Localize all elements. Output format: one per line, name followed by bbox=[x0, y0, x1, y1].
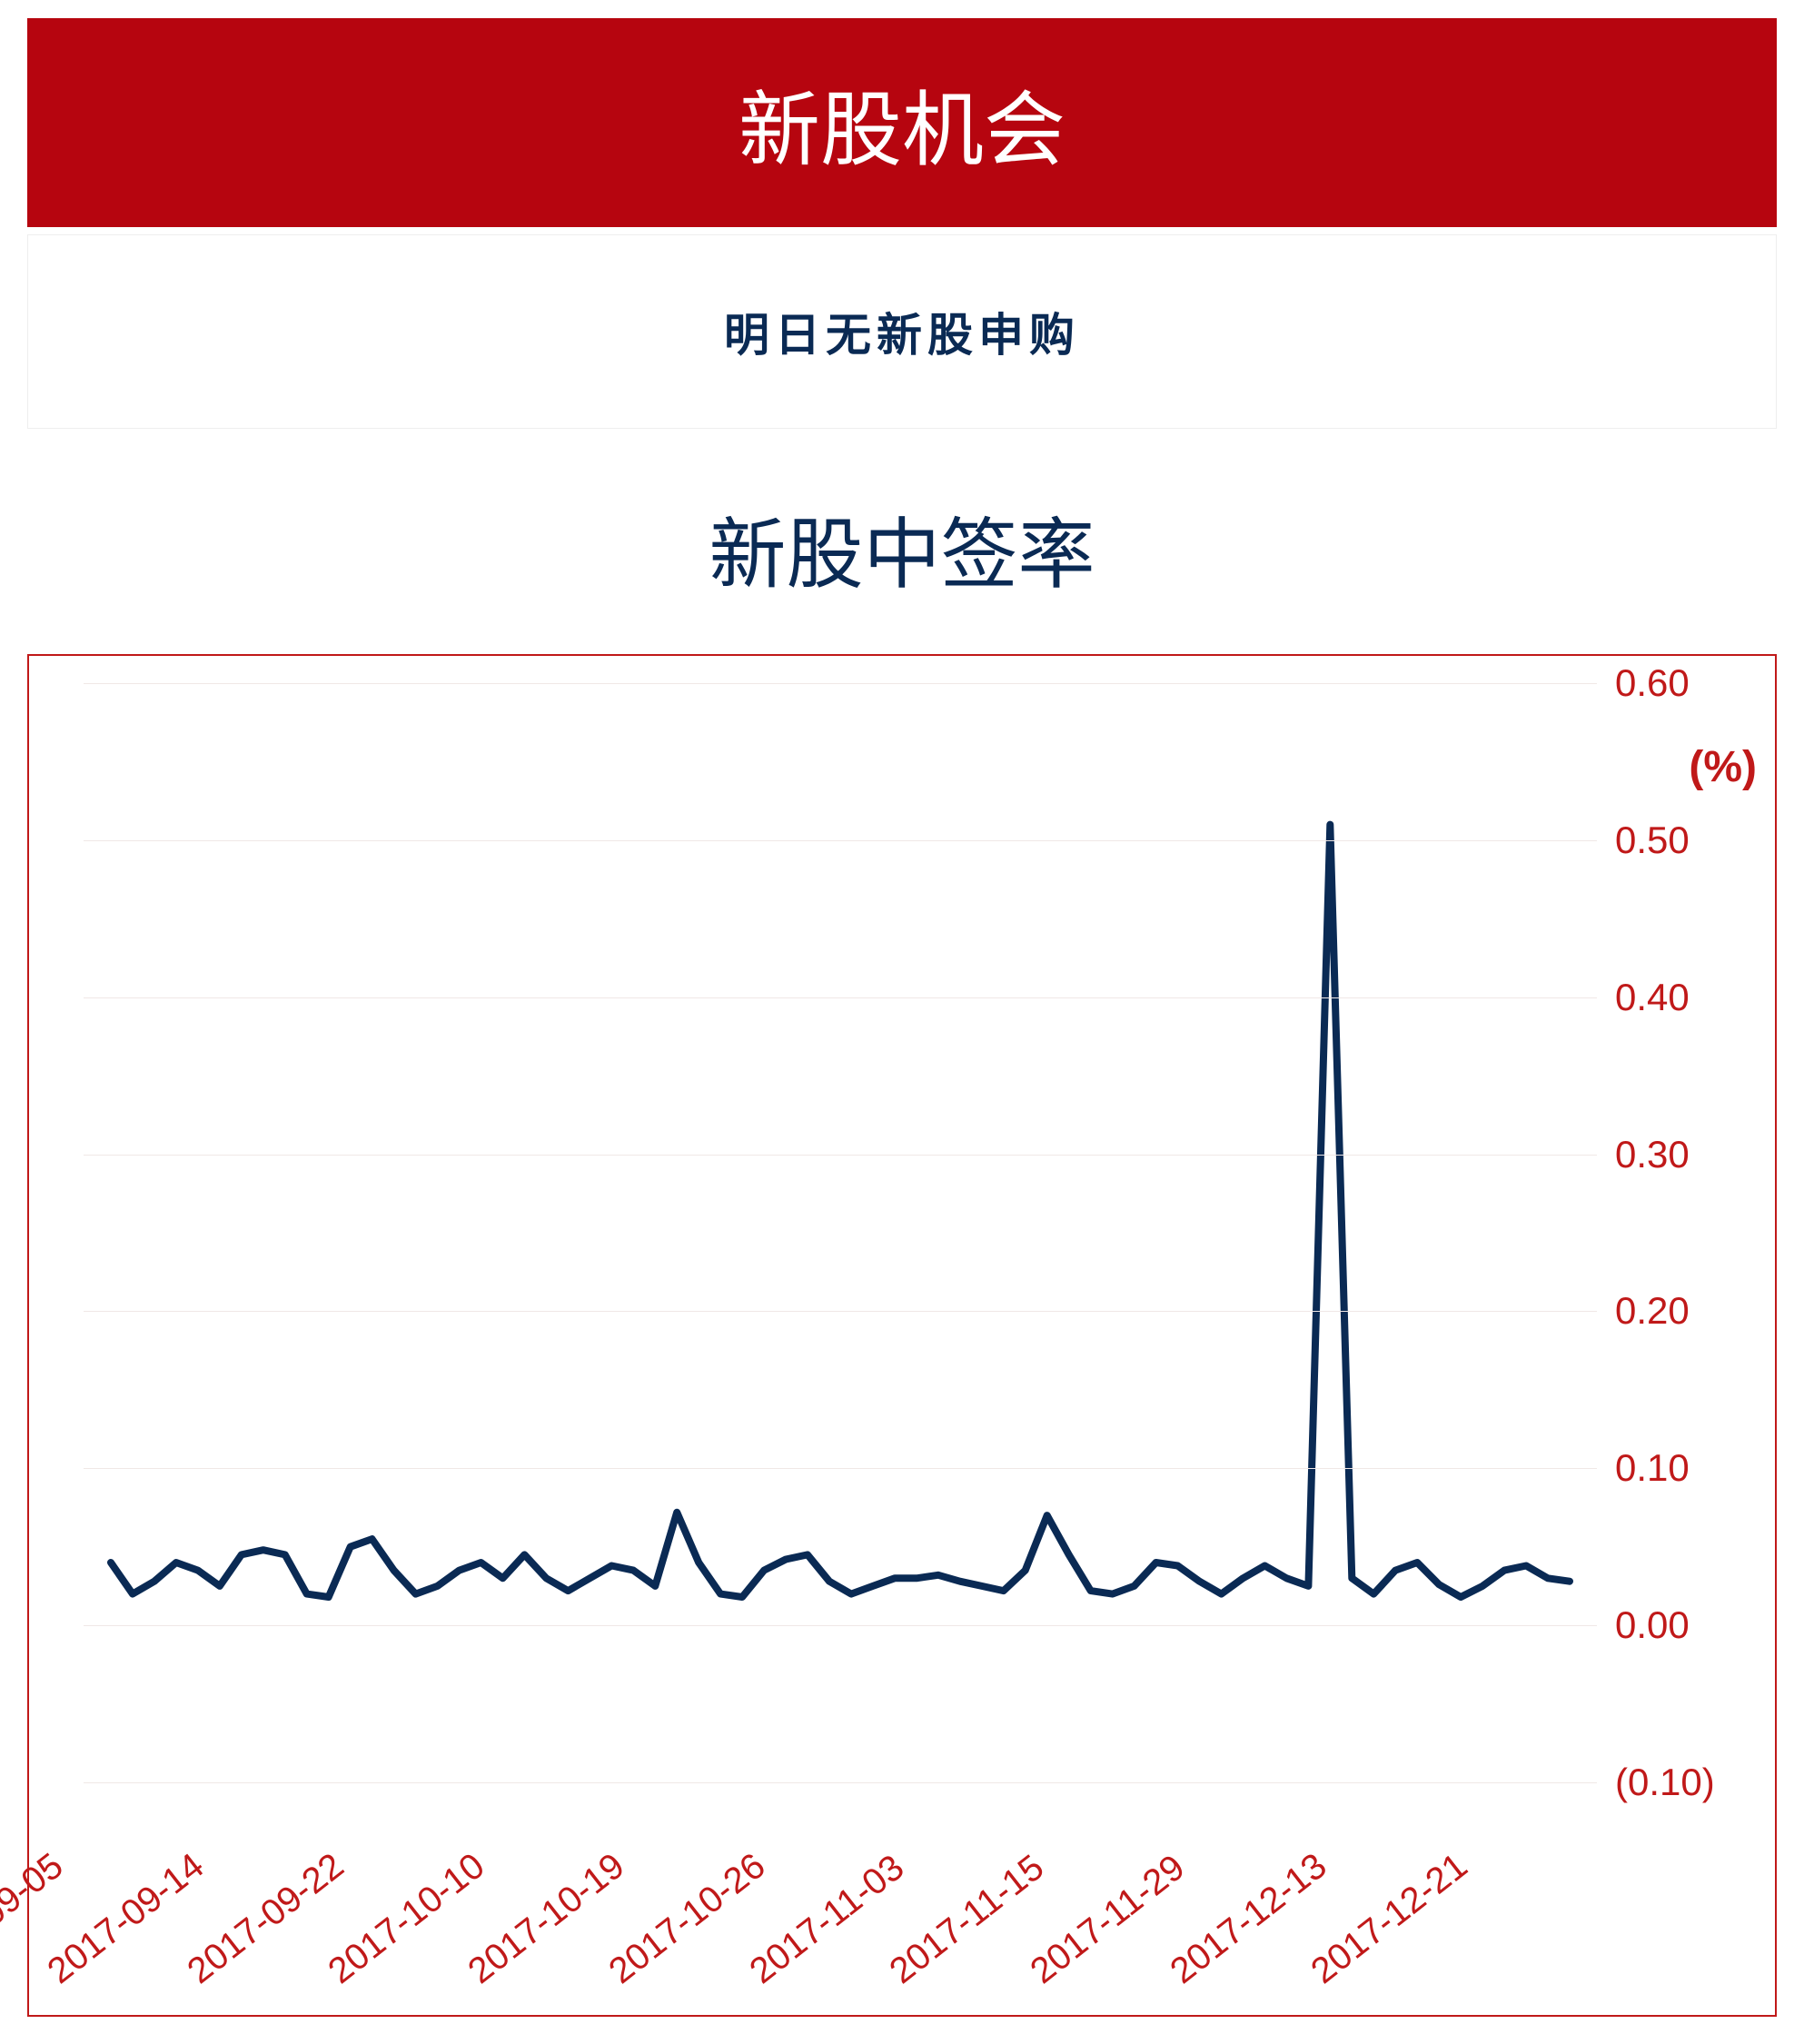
banner-title: 新股机会 bbox=[738, 86, 1066, 176]
gridline bbox=[84, 997, 1597, 998]
xtick-label: 2017-11-15 bbox=[882, 1847, 1052, 1992]
plot-area: (0.10)0.000.100.200.300.400.500.60 bbox=[84, 683, 1597, 1782]
xtick-label: 2017-10-10 bbox=[321, 1846, 492, 1992]
xtick-label: 2017-12-21 bbox=[1303, 1846, 1475, 1992]
gridline bbox=[84, 683, 1597, 684]
gridline bbox=[84, 1155, 1597, 1156]
line-chart-svg bbox=[84, 683, 1597, 1782]
banner: 新股机会 bbox=[27, 18, 1777, 227]
gridline bbox=[84, 1468, 1597, 1469]
xtick-label: 2017-09-14 bbox=[40, 1846, 212, 1992]
ytick-label: (0.10) bbox=[1615, 1761, 1760, 1804]
ytick-label: 0.20 bbox=[1615, 1289, 1760, 1333]
gridline bbox=[84, 1625, 1597, 1626]
ytick-label: 0.40 bbox=[1615, 976, 1760, 1019]
ytick-label: 0.30 bbox=[1615, 1133, 1760, 1176]
ytick-label: 0.10 bbox=[1615, 1446, 1760, 1490]
y-unit-label: (%) bbox=[1689, 742, 1757, 792]
xtick-label: 2017-10-19 bbox=[461, 1846, 633, 1992]
gridline bbox=[84, 1782, 1597, 1783]
gridline bbox=[84, 840, 1597, 841]
xtick-label: 2017-11-29 bbox=[1023, 1847, 1193, 1992]
chart-title: 新股中签率 bbox=[0, 492, 1804, 604]
ytick-label: 0.50 bbox=[1615, 819, 1760, 862]
subbanner: 明日无新股申购 bbox=[27, 234, 1777, 429]
ytick-label: 0.60 bbox=[1615, 661, 1760, 705]
subbanner-text: 明日无新股申购 bbox=[724, 310, 1080, 361]
xtick-label: 2017-11-03 bbox=[742, 1847, 912, 1992]
xtick-label: 2017-12-13 bbox=[1164, 1846, 1335, 1992]
xtick-label: 2017-09-22 bbox=[180, 1846, 352, 1992]
gridline bbox=[84, 1311, 1597, 1312]
chart-frame: (0.10)0.000.100.200.300.400.500.60 (%) 2… bbox=[27, 654, 1777, 2017]
ytick-label: 0.00 bbox=[1615, 1603, 1760, 1647]
line-series bbox=[111, 825, 1570, 1597]
xtick-label: 2017-10-26 bbox=[601, 1846, 773, 1992]
